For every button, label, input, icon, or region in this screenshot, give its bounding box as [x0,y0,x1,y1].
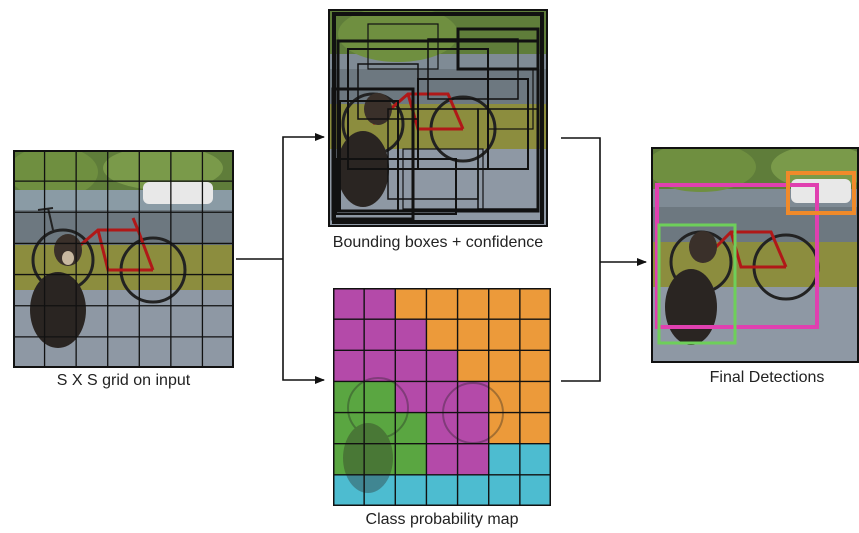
detection-box-dog [657,223,737,345]
class-cell-magenta [395,319,427,351]
class-cell-cyan [519,474,551,506]
class-cell-orange [488,381,520,413]
class-cell-orange [488,412,520,444]
class-cell-green [395,412,427,444]
class-cell-magenta [426,412,458,444]
class-cell-magenta [426,350,458,382]
class-cell-magenta [333,319,365,351]
class-cell-magenta [364,288,396,320]
class-cell-green [364,412,396,444]
class-cell-green [395,443,427,475]
class-probability-map [333,288,551,506]
class-cell-orange [426,288,458,320]
class-cell-magenta [364,350,396,382]
input-grid-panel [13,150,234,368]
class-cell-magenta [333,350,365,382]
class-cell-magenta [395,381,427,413]
class-cell-green [364,443,396,475]
detection-box-bicycle [655,183,819,329]
class-cell-cyan [333,474,365,506]
class-cell-cyan [426,474,458,506]
class-cell-orange [426,319,458,351]
class-cell-magenta [364,319,396,351]
input-grid-lines [13,150,234,368]
class-cell-orange [488,350,520,382]
caption-final: Final Detections [709,369,825,386]
class-cell-orange [457,350,489,382]
bounding-boxes-panel [328,9,548,227]
arrow-to-classmap [282,259,325,384]
final-image [651,147,859,363]
class-cell-orange [488,288,520,320]
class-cell-green [364,381,396,413]
class-cell-orange [519,412,551,444]
class-cell-magenta [457,412,489,444]
class-cell-magenta [457,443,489,475]
caption-grid: S X S grid on input [56,372,191,389]
arrow-from-boxes [561,137,601,262]
class-cell-magenta [333,288,365,320]
class-cell-orange [457,288,489,320]
arrow-from-classmap [561,262,601,382]
class-cell-orange [519,350,551,382]
class-cell-cyan [488,443,520,475]
class-cell-magenta [426,443,458,475]
caption-boxes: Bounding boxes + confidence [332,234,544,251]
class-cell-cyan [364,474,396,506]
class-cell-orange [457,319,489,351]
class-cell-cyan [457,474,489,506]
class-cell-orange [519,381,551,413]
class-cell-green [333,412,365,444]
class-cell-cyan [488,474,520,506]
class-cell-magenta [457,381,489,413]
class-cell-magenta [395,350,427,382]
class-cell-orange [488,319,520,351]
class-cell-orange [519,319,551,351]
boxes-image [328,9,548,227]
final-detections-panel [651,147,859,363]
class-cell-magenta [426,381,458,413]
class-probability-panel [333,288,551,506]
class-cell-green [333,381,365,413]
caption-classmap: Class probability map [365,511,519,528]
predicted-boxes [328,9,548,227]
arrow-to-boxes [282,133,325,259]
detection-box-car [786,171,856,215]
input-image [13,150,234,368]
class-cell-green [333,443,365,475]
class-cell-cyan [395,474,427,506]
class-cell-cyan [519,443,551,475]
class-cell-orange [519,288,551,320]
class-cell-orange [395,288,427,320]
